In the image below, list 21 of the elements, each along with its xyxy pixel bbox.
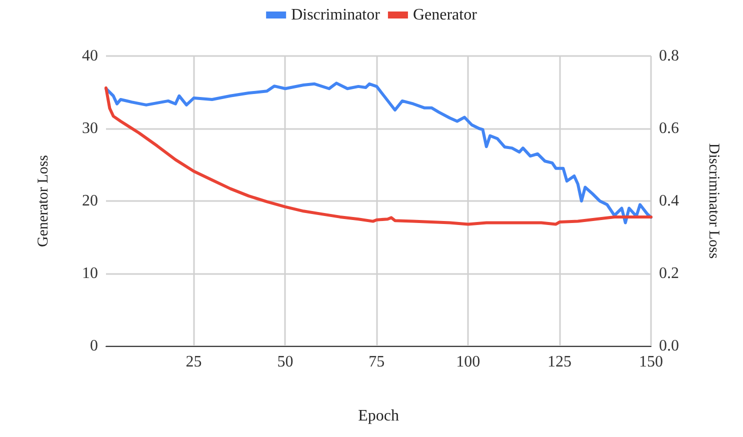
y2-tick-label: 0.0 [659,338,679,354]
y2-tick-label: 0.2 [659,265,679,282]
y2-tick-label: 0.8 [659,48,679,64]
y2-axis-title: Discriminator Loss [706,143,722,259]
y-tick-label: 40 [82,48,98,64]
legend-label: Generator [412,6,478,24]
y-axis-title: Generator Loss [36,154,52,248]
y-tick-label: 30 [82,120,98,137]
y-tick-label: 10 [82,265,98,282]
x-tick-label: 100 [456,354,480,370]
x-axis-title: Epoch [358,408,399,424]
x-tick-label: 150 [639,354,663,370]
y2-tick-label: 0.6 [659,120,679,137]
y-tick-label: 20 [82,192,98,210]
x-tick-label: 75 [368,354,385,370]
x-tick-label: 50 [277,354,294,370]
y2-tick-label: 0.4 [659,192,679,210]
y-tick-label: 0 [90,338,98,354]
x-tick-label: 125 [548,354,572,370]
x-tick-label: 25 [186,354,202,370]
legend-label: Discriminator [291,6,381,24]
